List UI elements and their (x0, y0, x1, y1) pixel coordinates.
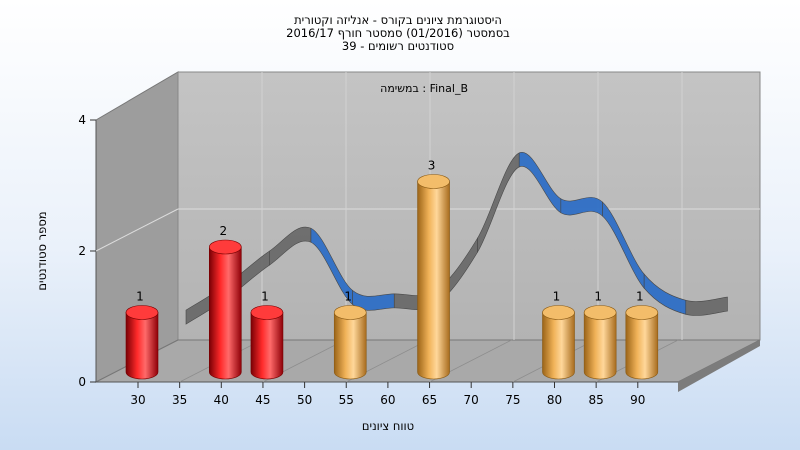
bar-top-85 (583, 305, 617, 320)
bar-value-label: 1 (594, 290, 602, 304)
bar-85 (583, 312, 617, 380)
bar-top-30 (125, 305, 159, 320)
bar-90 (625, 312, 659, 380)
bar-55 (333, 312, 367, 380)
x-tick-label: 45 (255, 393, 270, 407)
x-tick-label: 60 (380, 393, 395, 407)
bar-value-label: 1 (344, 290, 352, 304)
bar-top-55 (333, 305, 367, 320)
x-tick-label: 50 (297, 393, 312, 407)
bar-value-label: 1 (636, 290, 644, 304)
bar-top-90 (625, 305, 659, 320)
bar-30 (125, 312, 159, 380)
x-tick-label: 80 (547, 393, 562, 407)
subtitle: במשימה : Final_B (380, 82, 468, 95)
x-tick-label: 65 (422, 393, 437, 407)
bar-top-80 (542, 305, 575, 320)
curve-segment (685, 296, 728, 316)
axis-ticks: 0 2 4 30 35 40 45 50 55 60 65 70 75 80 85 90 (78, 113, 645, 407)
y-tick-label: 0 (78, 375, 86, 389)
floor-edge (678, 340, 760, 392)
bar-value-label: 1 (553, 290, 561, 304)
x-tick-label: 30 (130, 393, 145, 407)
bar-value-label: 1 (261, 290, 269, 304)
x-tick-label: 70 (464, 393, 479, 407)
bars-group: 1 2 1 1 3 1 1 1 (125, 159, 659, 380)
grid-line-left (95, 208, 179, 252)
chart-title-line-2: בסמסטר (01/2016) סמסטר חורף 2016/17 (286, 26, 510, 40)
x-tick-label: 75 (505, 393, 520, 407)
bar-80 (542, 312, 575, 380)
x-tick-label: 40 (214, 393, 229, 407)
y-tick-label: 4 (78, 113, 86, 127)
bar-45 (250, 312, 284, 380)
bar-top-45 (250, 305, 284, 320)
bar-65 (417, 181, 450, 380)
bar-40 (209, 246, 242, 380)
bar-value-label: 1 (136, 290, 144, 304)
x-tick-label: 35 (172, 393, 187, 407)
x-tick-label: 55 (339, 393, 354, 407)
bar-value-label: 2 (219, 224, 227, 238)
y-tick-label: 2 (78, 244, 86, 258)
x-tick-label: 90 (630, 393, 645, 407)
bar-top-65 (417, 174, 450, 189)
chart-title-line-3: סטודנטים רשומים - 39 (342, 39, 454, 53)
y-axis-label: מספר סטודנטים (35, 211, 49, 290)
x-tick-label: 85 (589, 393, 604, 407)
bar-value-label: 3 (428, 159, 436, 173)
chart-title-line-1: היסטוגרמת ציונים בקורס - אנליזה וקטורית (294, 13, 502, 27)
x-axis-label: טווח ציונים (362, 419, 414, 433)
bar-top-40 (209, 239, 242, 255)
